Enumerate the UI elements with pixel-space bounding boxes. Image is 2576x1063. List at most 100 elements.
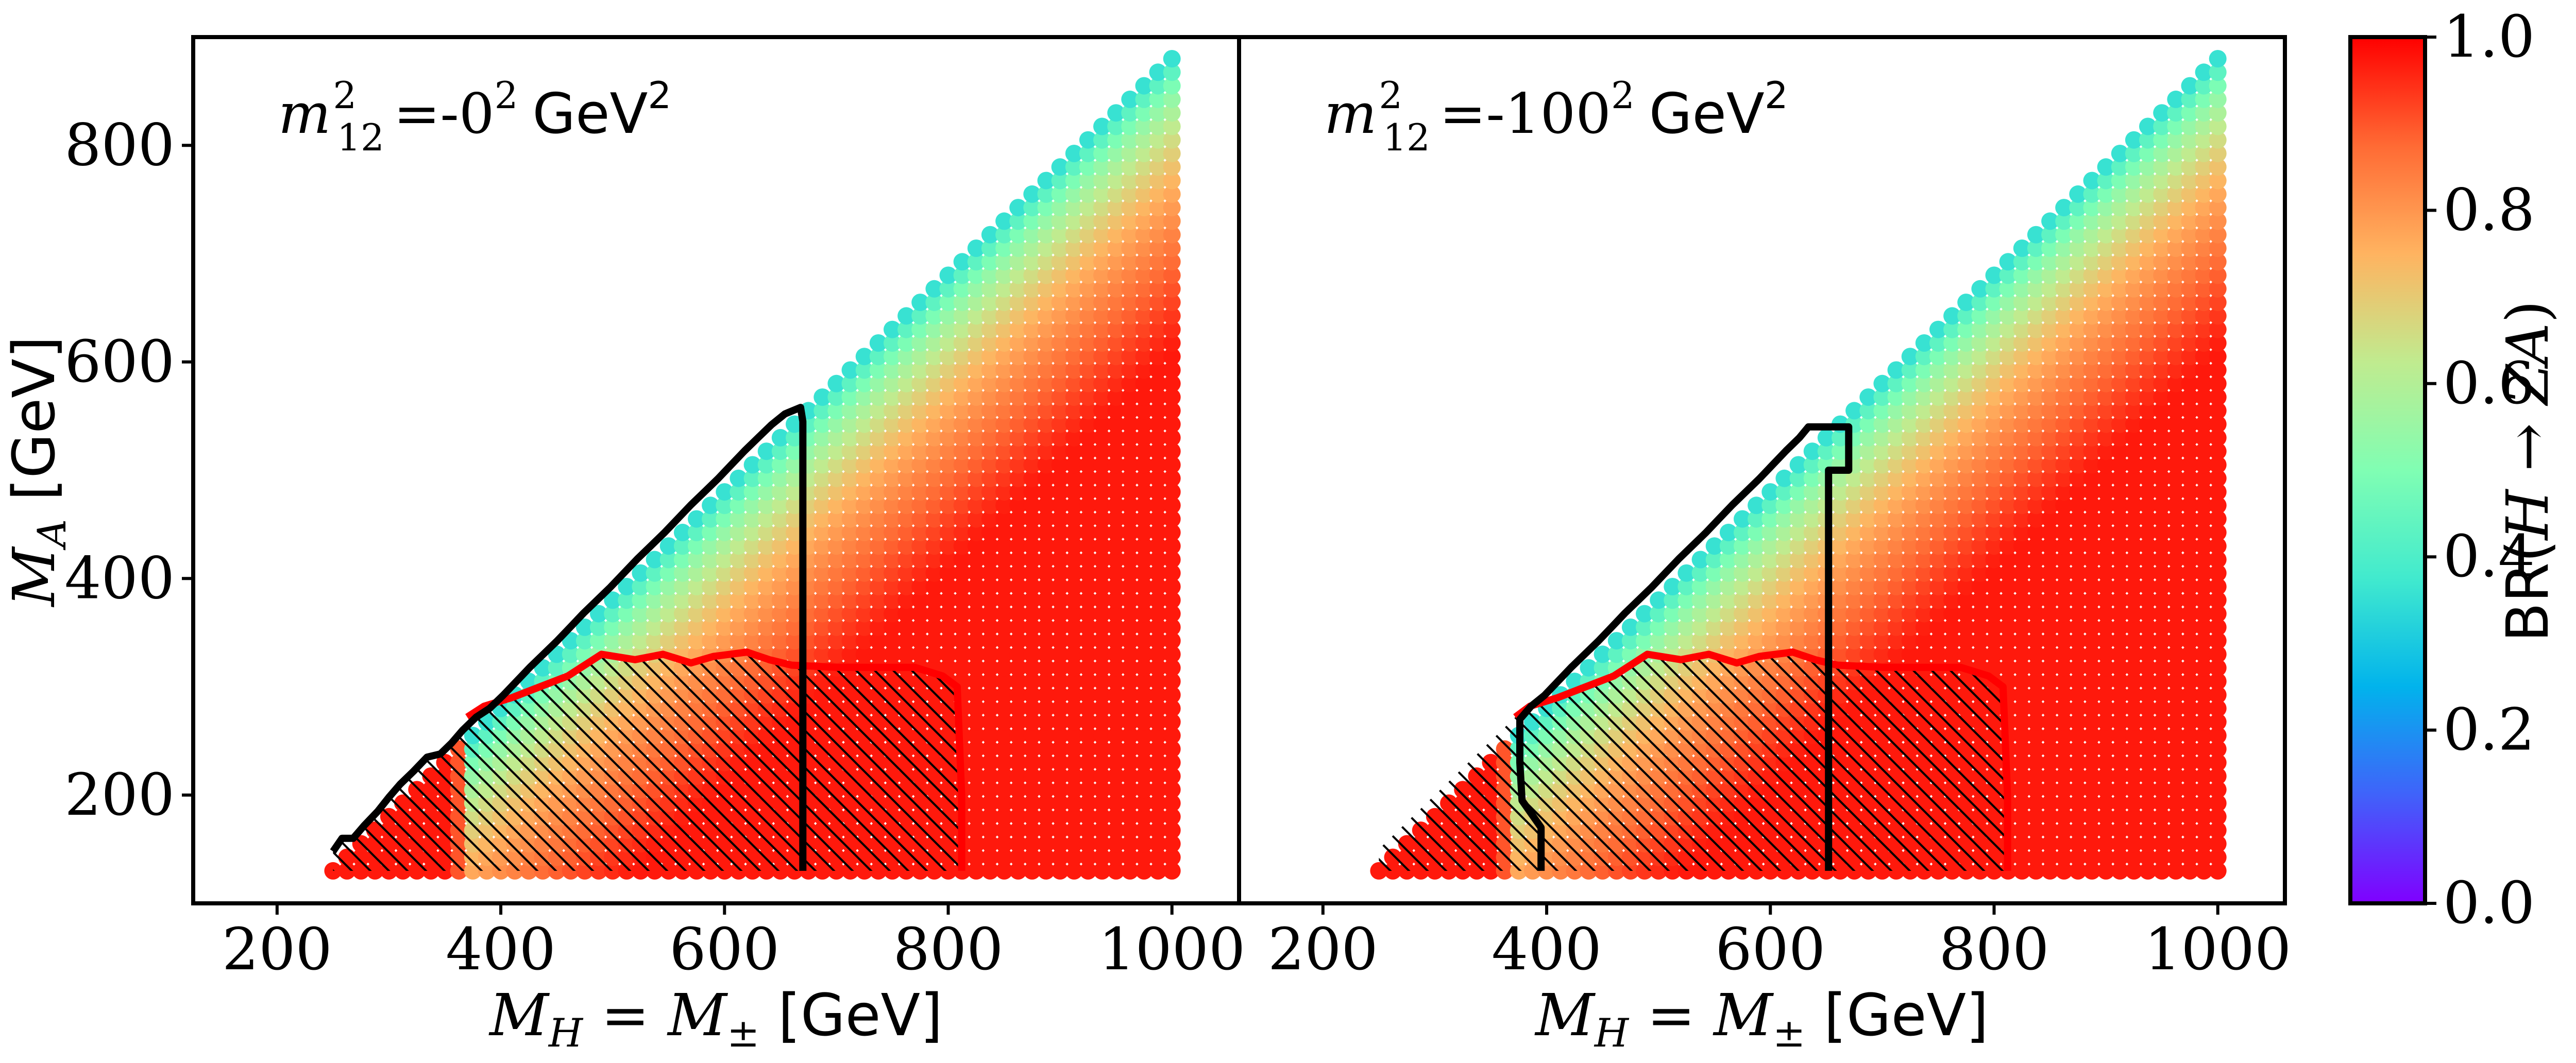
data-point bbox=[2167, 591, 2185, 609]
data-point bbox=[1093, 578, 1111, 595]
data-point bbox=[2181, 428, 2199, 447]
data-point bbox=[1677, 591, 1696, 609]
data-point bbox=[2195, 496, 2213, 515]
data-point bbox=[841, 578, 859, 595]
data-point bbox=[2125, 253, 2143, 271]
data-point bbox=[1887, 551, 1905, 569]
data-point bbox=[2027, 442, 2045, 460]
data-point bbox=[939, 483, 957, 501]
data-point bbox=[897, 632, 916, 650]
data-point bbox=[632, 578, 650, 595]
data-point bbox=[897, 307, 916, 325]
data-point bbox=[911, 348, 929, 366]
data-point bbox=[1023, 374, 1041, 392]
data-point bbox=[1789, 618, 1807, 636]
data-point bbox=[1093, 618, 1111, 636]
data-point bbox=[2041, 578, 2059, 595]
data-point bbox=[2167, 781, 2185, 799]
data-point bbox=[786, 537, 803, 555]
data-point bbox=[1037, 781, 1055, 799]
data-point bbox=[2013, 713, 2031, 731]
data-point bbox=[1985, 307, 2003, 325]
data-point bbox=[1079, 659, 1097, 677]
data-point bbox=[967, 280, 985, 298]
data-point bbox=[1915, 605, 1933, 623]
data-point bbox=[1803, 469, 1821, 487]
data-point bbox=[1135, 104, 1153, 122]
data-point bbox=[953, 415, 971, 433]
data-point bbox=[2111, 645, 2129, 663]
data-point bbox=[1873, 374, 1891, 392]
data-point bbox=[1135, 510, 1153, 528]
data-point bbox=[2013, 808, 2031, 826]
data-point bbox=[2125, 862, 2143, 880]
data-point bbox=[1121, 348, 1139, 366]
data-point bbox=[688, 605, 705, 623]
data-point bbox=[1163, 212, 1181, 230]
data-point bbox=[939, 388, 957, 406]
data-point bbox=[855, 632, 873, 650]
x-axis-label: MH = M± [GeV] bbox=[488, 982, 943, 1056]
data-point bbox=[2055, 753, 2073, 771]
data-point bbox=[1023, 578, 1041, 595]
data-point bbox=[2097, 428, 2115, 447]
data-point bbox=[1803, 523, 1821, 541]
data-point bbox=[2027, 781, 2045, 799]
data-point bbox=[2069, 334, 2087, 352]
data-point bbox=[939, 442, 957, 460]
data-point bbox=[1719, 564, 1737, 582]
data-point bbox=[995, 713, 1013, 731]
data-point bbox=[688, 551, 705, 569]
data-point bbox=[1037, 402, 1055, 420]
data-point bbox=[1163, 605, 1181, 623]
data-point bbox=[2013, 686, 2031, 704]
data-point bbox=[1023, 212, 1041, 230]
data-point bbox=[855, 578, 873, 595]
data-point bbox=[757, 523, 775, 541]
data-point bbox=[884, 442, 901, 460]
data-point bbox=[967, 456, 985, 474]
data-point bbox=[2097, 781, 2115, 799]
data-point bbox=[1957, 605, 1975, 623]
data-point bbox=[995, 334, 1013, 352]
data-point bbox=[2195, 374, 2213, 392]
data-point bbox=[884, 374, 901, 392]
data-point bbox=[1149, 90, 1167, 108]
data-point bbox=[1664, 605, 1682, 623]
data-point bbox=[786, 510, 803, 528]
data-point bbox=[1873, 402, 1891, 420]
data-point bbox=[2139, 605, 2157, 623]
data-point bbox=[1845, 402, 1863, 420]
data-point bbox=[2111, 185, 2129, 203]
data-point bbox=[2083, 753, 2101, 771]
data-point bbox=[827, 456, 845, 474]
data-point bbox=[2195, 361, 2213, 379]
data-point bbox=[2209, 104, 2227, 122]
data-point bbox=[1009, 307, 1027, 325]
data-point bbox=[855, 388, 873, 406]
data-point bbox=[1761, 510, 1780, 528]
data-point bbox=[1832, 618, 1849, 636]
data-point bbox=[1943, 537, 1961, 555]
data-point bbox=[981, 605, 999, 623]
data-point bbox=[2111, 496, 2129, 515]
data-point bbox=[967, 388, 985, 406]
data-point bbox=[2195, 348, 2213, 366]
data-point bbox=[814, 537, 832, 555]
data-point bbox=[2125, 348, 2143, 366]
data-point bbox=[925, 523, 943, 541]
data-point bbox=[2027, 415, 2045, 433]
data-point bbox=[2153, 781, 2171, 799]
data-point bbox=[2069, 374, 2087, 392]
data-point bbox=[2167, 686, 2185, 704]
data-point bbox=[2195, 294, 2213, 312]
data-point bbox=[2111, 280, 2129, 298]
data-point bbox=[2139, 348, 2157, 366]
data-point bbox=[953, 388, 971, 406]
data-point bbox=[2181, 185, 2199, 203]
data-point bbox=[1093, 835, 1111, 853]
data-point bbox=[1065, 428, 1083, 447]
data-point bbox=[2069, 794, 2087, 812]
data-point bbox=[2195, 199, 2213, 217]
data-point bbox=[953, 469, 971, 487]
